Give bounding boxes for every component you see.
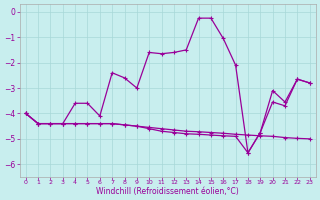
X-axis label: Windchill (Refroidissement éolien,°C): Windchill (Refroidissement éolien,°C) <box>96 187 239 196</box>
